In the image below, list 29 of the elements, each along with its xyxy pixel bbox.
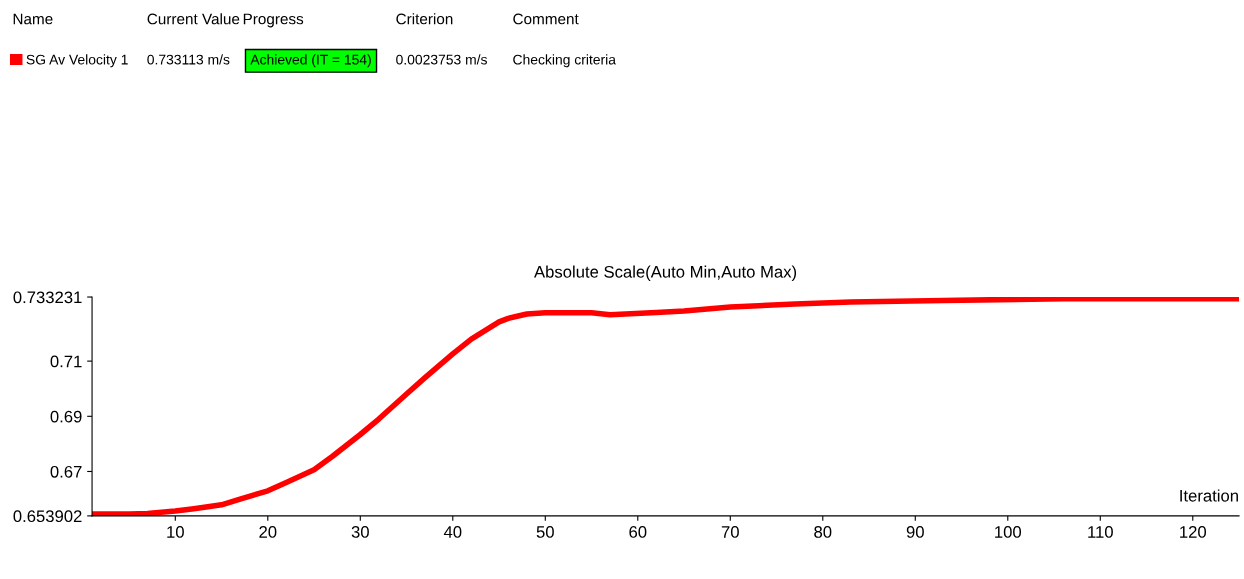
text: Achieved (IT = 154) xyxy=(250,54,371,68)
y-tick-label: 0.71 xyxy=(50,355,82,368)
x-tick-label: 90 xyxy=(906,526,924,538)
x-tick-label: 60 xyxy=(629,526,647,538)
text: Comment xyxy=(513,13,579,25)
x-tick-label: 80 xyxy=(814,526,832,538)
x-tick-label: 70 xyxy=(721,526,739,538)
text: Criterion xyxy=(396,13,453,25)
text: Checking criteria xyxy=(513,54,616,68)
text: Name xyxy=(13,13,53,25)
y-tick-label: 0.69 xyxy=(50,410,82,423)
x-tick-label: 30 xyxy=(351,526,369,538)
legend-label: SG Av Velocity 1 xyxy=(26,54,128,68)
x-tick-label: 50 xyxy=(536,526,554,538)
x-tick-label: 100 xyxy=(995,526,1022,538)
text: Current Value xyxy=(147,13,240,25)
text: 0.0023753 m/s xyxy=(396,54,487,65)
x-tick-label: 120 xyxy=(1180,526,1207,538)
x-tick-label: 10 xyxy=(167,526,184,538)
y-tick-label: 0.653902 xyxy=(13,510,82,523)
text: Progress xyxy=(243,13,304,28)
x-tick-label: 40 xyxy=(443,526,462,538)
text: 0.733113 m/s xyxy=(147,54,230,65)
chart-title: Absolute Scale(Auto Min,Auto Max) xyxy=(534,265,797,282)
y-tick-label: 0.67 xyxy=(50,465,82,478)
x-axis-title: Iteration xyxy=(1180,489,1238,502)
x-tick-label: 20 xyxy=(259,526,277,538)
x-tick-label: 110 xyxy=(1088,526,1113,538)
y-tick-label: 0.733231 xyxy=(13,291,82,304)
